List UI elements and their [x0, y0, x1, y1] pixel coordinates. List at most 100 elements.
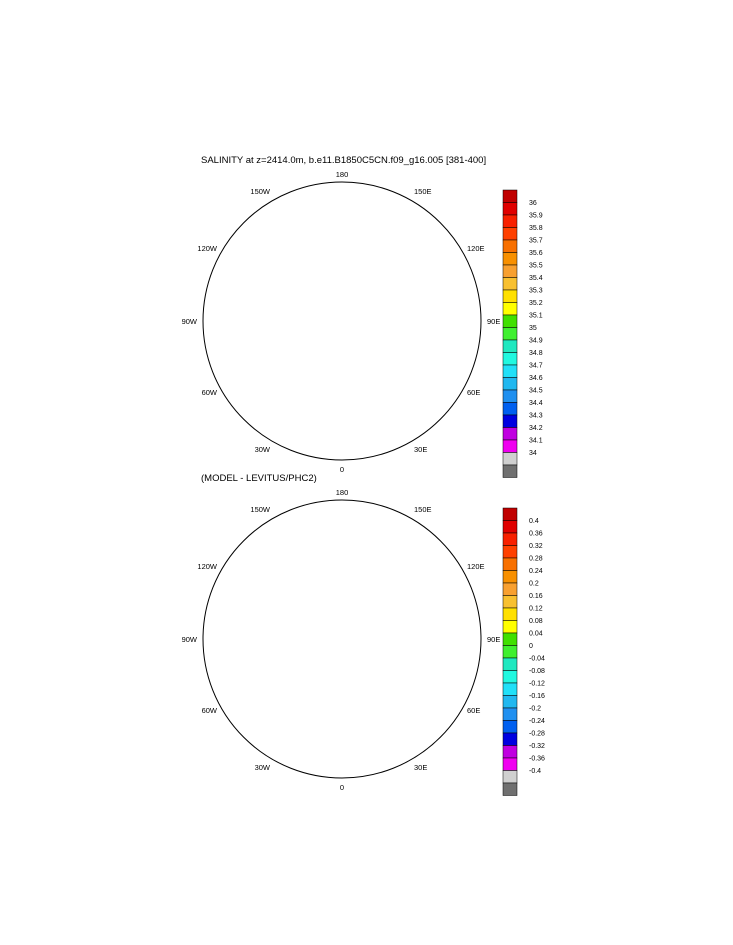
field-green-region-b	[337, 609, 387, 674]
colorbar-tick-label: 0.28	[529, 556, 543, 563]
colorbar-box	[502, 695, 518, 709]
meridian-330	[273, 519, 343, 639]
colorbar-box	[502, 632, 518, 646]
lon-label-ll1: 60W	[202, 706, 218, 715]
colorbar-box	[502, 289, 518, 303]
colorbar-tick-label: 34.2	[529, 425, 543, 432]
colorbar-box	[502, 277, 518, 291]
meridian-150	[342, 321, 412, 441]
colorbar-tick-label: 35.2	[529, 300, 543, 307]
map-field-layer-2	[203, 500, 481, 778]
colorbar-box	[502, 545, 518, 559]
meridian-60	[342, 570, 462, 640]
colorbar-tick-label: -0.12	[529, 681, 545, 688]
lon-label-ul1: 150W	[250, 505, 271, 514]
colorbar-tick-label: 0.32	[529, 543, 543, 550]
lon-label-ll1: 60W	[202, 388, 218, 397]
colorbar-box	[502, 707, 518, 721]
meridian-300	[222, 252, 342, 322]
colorbar-tick-label: 35.8	[529, 225, 543, 232]
latitude-circle-2	[252, 549, 432, 729]
colorbar-tick-label: 34.9	[529, 338, 543, 345]
map-field-layer-1	[203, 182, 481, 460]
meridian-30	[342, 519, 412, 639]
colorbar-tick-label: 0.08	[529, 618, 543, 625]
colorbar-box	[502, 557, 518, 571]
latitude-circle-1	[297, 594, 387, 684]
latitude-circle-1	[297, 276, 387, 366]
map-boundary	[202, 499, 482, 779]
colorbar-box	[502, 657, 518, 671]
lon-label-ll2: 30W	[255, 763, 271, 772]
meridian-120	[342, 639, 462, 709]
colorbar-tick-label: 34.5	[529, 388, 543, 395]
colorbar-box	[502, 582, 518, 596]
meridian-60	[342, 252, 462, 322]
colorbar-tick-label: -0.2	[529, 706, 541, 713]
lon-label-ur1: 150E	[414, 505, 432, 514]
field-green-small	[347, 594, 357, 619]
colorbar-box	[502, 214, 518, 228]
coastline	[207, 226, 472, 456]
lon-label-top: 180	[336, 170, 349, 179]
colorbar-box	[502, 720, 518, 734]
lon-label-ul2: 120W	[197, 562, 218, 571]
meridian-210	[273, 321, 343, 441]
colorbar-box	[502, 670, 518, 684]
colorbar-tick-label: -0.32	[529, 743, 545, 750]
lon-label-lr1: 60E	[467, 388, 480, 397]
colorbar-tick-label: 0.2	[529, 581, 539, 588]
colorbar-box	[502, 364, 518, 378]
colorbar-tick-label: 34.6	[529, 375, 543, 382]
lon-label-right: 90E	[487, 317, 500, 326]
lon-label-left: 90W	[182, 317, 198, 326]
colorbar-tick-label: 35.7	[529, 238, 543, 245]
map-panel-1: 180 0 90W 90E 150W 120W 150E 120E 60W 30W 60E 30E 36…	[182, 170, 543, 478]
colorbar-tick-label: 35	[529, 325, 537, 332]
panel-2-title: (MODEL - LEVITUS/PHC2)	[201, 473, 317, 484]
colorbar-box	[502, 252, 518, 266]
colorbar-1: 36 35.9 35.8 35.7 35.6 35.5 35.4 35.3 35.2 35.1 35…	[502, 189, 543, 478]
colorbar-box	[502, 389, 518, 403]
colorbar-box	[502, 377, 518, 391]
field-orange-region-a	[224, 709, 238, 727]
colorbar-tick-label: -0.24	[529, 718, 545, 725]
lon-label-ur1: 150E	[414, 187, 432, 196]
colorbar-box	[502, 645, 518, 659]
colorbar-box	[502, 239, 518, 253]
colorbar-tick-label: 35.4	[529, 275, 543, 282]
lon-label-lr2: 30E	[414, 445, 427, 454]
colorbar-box	[502, 757, 518, 771]
colorbar-box	[502, 682, 518, 696]
field-orange-region-b	[254, 741, 277, 755]
colorbar-box	[502, 620, 518, 634]
colorbar-box	[502, 782, 518, 796]
map-boundary	[202, 181, 482, 461]
colorbar-tick-label: 35.1	[529, 313, 543, 320]
colorbar-box	[502, 595, 518, 609]
colorbar-tick-label: 35.3	[529, 288, 543, 295]
colorbar-tick-label: 36	[529, 200, 537, 207]
field-green-region-a	[287, 567, 324, 634]
colorbar-box	[502, 302, 518, 316]
colorbar-box	[502, 189, 518, 203]
lon-label-left: 90W	[182, 635, 198, 644]
colorbar-tick-label: 0.4	[529, 518, 539, 525]
colorbar-tick-label: 35.6	[529, 250, 543, 257]
colorbar-tick-label: 35.5	[529, 263, 543, 270]
meridian-330	[273, 201, 343, 321]
colorbar-tick-label: -0.16	[529, 693, 545, 700]
colorbar-tick-label: -0.36	[529, 756, 545, 763]
colorbar-box	[502, 227, 518, 241]
colorbar-tick-label: -0.04	[529, 656, 545, 663]
colorbar-tick-label: 0.12	[529, 606, 543, 613]
meridian-240	[222, 639, 342, 709]
lon-label-ul2: 120W	[197, 244, 218, 253]
colorbar-tick-label: 34.3	[529, 413, 543, 420]
colorbar-box	[502, 570, 518, 584]
colorbar-tick-label: 35.9	[529, 213, 543, 220]
colorbar-tick-label: -0.4	[529, 768, 541, 775]
colorbar-tick-label: 34	[529, 450, 537, 457]
